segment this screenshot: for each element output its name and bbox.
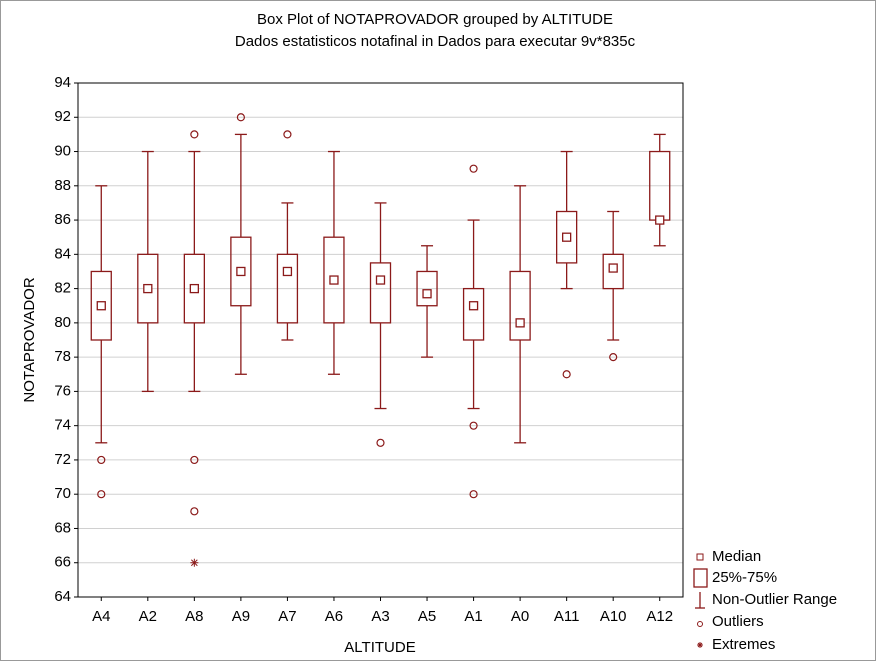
x-tick-label: A6 [325, 608, 343, 625]
y-tick-label: 68 [54, 519, 71, 536]
x-axis-label: ALTITUDE [344, 639, 415, 656]
extreme-stroke [190, 559, 198, 567]
x-tick-label: A8 [185, 608, 203, 625]
outlier [376, 438, 385, 447]
y-tick-label: 82 [54, 280, 71, 297]
legend-label: Outliers [712, 613, 764, 630]
legend-label: 25%-75% [712, 569, 777, 586]
median [608, 263, 618, 273]
box [137, 253, 159, 324]
box [230, 236, 252, 307]
y-tick-label: 76 [54, 382, 71, 399]
median [96, 301, 106, 311]
median [655, 215, 665, 225]
outlier [283, 130, 292, 139]
x-tick-label: A12 [646, 608, 673, 625]
outlier [190, 455, 199, 465]
y-tick-label: 72 [54, 451, 71, 468]
x-tick-label: A3 [371, 608, 389, 625]
outlier [562, 370, 571, 379]
box [90, 270, 112, 341]
median [562, 232, 572, 242]
y-tick-label: 78 [54, 348, 71, 365]
y-axis-label: NOTAPROVADOR [21, 277, 38, 402]
outlier [236, 113, 245, 122]
y-tick-label: 92 [54, 108, 71, 125]
outlier [190, 130, 199, 139]
box [416, 270, 438, 307]
legend-symbol-stroke [697, 642, 703, 648]
box [323, 236, 345, 324]
outlier [469, 164, 478, 173]
box [509, 270, 531, 341]
y-tick-label: 74 [54, 417, 71, 434]
legend-symbol [697, 642, 703, 648]
median [468, 301, 479, 311]
y-tick-label: 90 [54, 143, 71, 160]
x-tick-label: A4 [92, 608, 110, 625]
box [276, 253, 299, 324]
legend-symbol [697, 621, 703, 627]
outlier [97, 455, 106, 465]
outlier [97, 490, 106, 499]
outlier [469, 490, 478, 499]
x-tick-label: A2 [139, 608, 157, 625]
box [369, 262, 392, 324]
legend-symbol [693, 568, 708, 588]
legend-label: Non-Outlier Range [712, 591, 837, 608]
y-tick-label: 80 [54, 314, 71, 331]
box [183, 253, 205, 324]
median [189, 283, 199, 294]
median [515, 318, 525, 328]
chart-subtitle: Dados estatisticos notafinal in Dados pa… [235, 33, 636, 50]
y-tick-label: 64 [54, 588, 71, 605]
y-tick-label: 94 [54, 74, 71, 91]
median [143, 283, 153, 294]
median [282, 266, 293, 277]
outlier [190, 507, 199, 516]
extreme [190, 558, 199, 567]
x-tick-label: A1 [464, 608, 482, 625]
y-tick-label: 88 [54, 177, 71, 194]
x-tick-label: A10 [600, 608, 627, 625]
legend-symbol [696, 553, 704, 561]
legend-label: Extremes [712, 636, 775, 653]
y-tick-label: 86 [54, 211, 71, 228]
x-tick-label: A9 [232, 608, 250, 625]
box [556, 210, 578, 264]
chart-title: Box Plot of NOTAPROVADOR grouped by ALTI… [257, 11, 613, 28]
x-tick-label: A5 [418, 608, 436, 625]
x-tick-label: A0 [511, 608, 529, 625]
median [422, 289, 432, 299]
median [236, 266, 246, 277]
y-tick-label: 70 [54, 485, 71, 502]
median [329, 275, 339, 285]
legend-label: Median [712, 548, 761, 565]
x-tick-label: A7 [278, 608, 296, 625]
box [462, 287, 485, 341]
y-tick-label: 84 [54, 245, 71, 262]
outlier [609, 353, 618, 362]
box [602, 253, 624, 290]
outlier [469, 421, 478, 430]
median [375, 275, 386, 285]
x-tick-label: A11 [554, 608, 580, 625]
y-tick-label: 66 [54, 554, 71, 571]
